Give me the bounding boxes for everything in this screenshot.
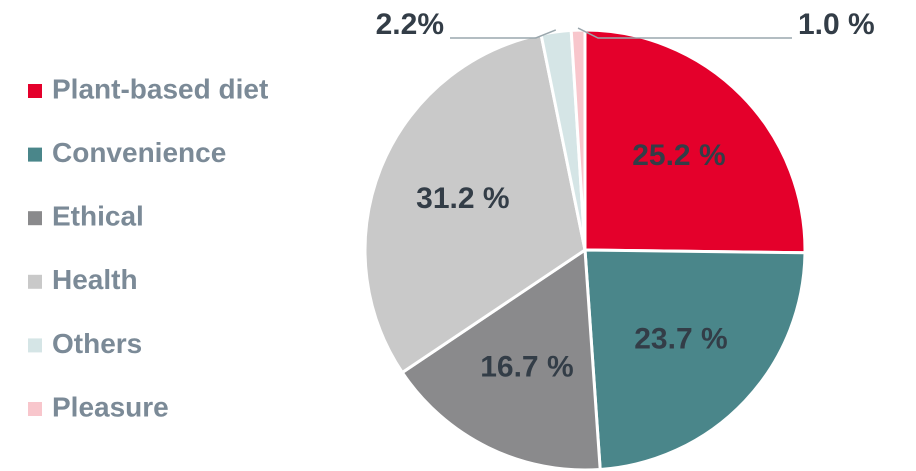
data-label: 25.2 % [632,139,725,172]
legend-label: Convenience [52,137,226,168]
pie-slice [583,28,807,255]
pie-slice [400,247,602,471]
leader-line [450,29,557,39]
legend-swatch [28,338,42,353]
data-label: 16.7 % [480,350,573,383]
legend-swatch [28,402,42,416]
pie-slice [363,32,587,375]
legend-swatch [28,274,42,289]
legend-label: Plant-based diet [52,73,268,104]
pie-slice [583,248,807,471]
legend-swatch [28,211,42,226]
legend-label: Others [52,328,142,359]
legend-swatch [28,147,42,162]
legend-swatch [28,84,42,98]
pie-slice [569,28,587,251]
data-label: 2.2% [376,8,444,41]
legend-label: Health [52,264,138,295]
data-label: 1.0 % [798,8,875,41]
data-label: 23.7 % [634,323,727,356]
leader-line [577,27,792,39]
data-label: 31.2 % [416,182,509,215]
legend-label: Pleasure [52,391,169,422]
legend-label: Ethical [52,201,144,232]
